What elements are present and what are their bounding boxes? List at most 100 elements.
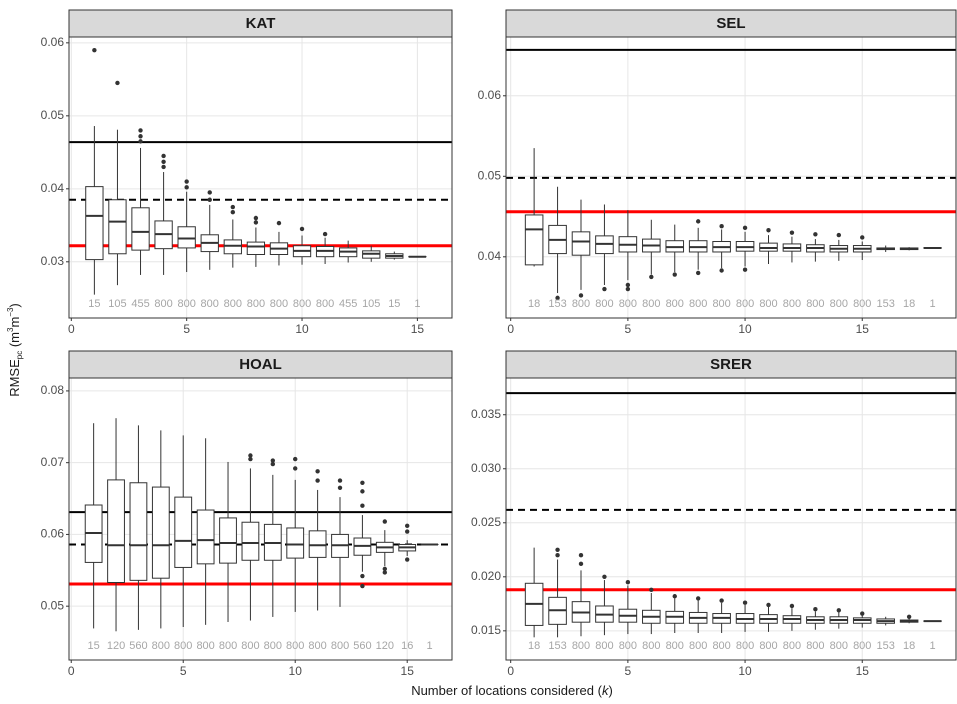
outlier	[322, 231, 328, 237]
count-label: 800	[270, 298, 288, 310]
y-tick-label: 0.04	[41, 181, 65, 195]
outlier	[337, 485, 343, 490]
y-tick-label: 0.07	[41, 455, 65, 469]
count-label: 800	[736, 298, 754, 310]
outlier	[207, 190, 212, 195]
count-label: 15	[88, 640, 100, 652]
outlier	[649, 587, 654, 592]
outlier	[742, 225, 748, 231]
outlier	[405, 523, 410, 529]
count-label: 18	[528, 298, 540, 310]
count-label: 800	[666, 640, 684, 652]
count-label: 800	[759, 640, 777, 652]
count-label: 18	[528, 640, 540, 652]
outlier	[315, 478, 320, 483]
outlier	[382, 570, 388, 575]
outlier	[860, 611, 865, 616]
count-label: 120	[376, 640, 394, 652]
panel	[69, 37, 452, 318]
outlier	[161, 159, 166, 165]
x-tick-label: 0	[68, 664, 75, 678]
count-label: 800	[759, 298, 777, 310]
count-label: 800	[666, 298, 684, 310]
y-tick-label: 0.025	[471, 515, 501, 529]
x-title-main: Number of locations considered (	[411, 683, 602, 698]
y-title-sub: pc	[15, 351, 24, 359]
outlier	[230, 209, 236, 215]
count-label: 1	[930, 640, 936, 652]
outlier	[360, 583, 365, 589]
count-label: 15	[88, 298, 100, 310]
outlier	[138, 128, 143, 133]
outlier	[555, 552, 560, 558]
outlier	[789, 230, 795, 235]
y-tick-label: 0.015	[471, 623, 501, 637]
count-label: 800	[736, 640, 754, 652]
count-label: 800	[642, 298, 660, 310]
box	[308, 530, 327, 558]
outlier	[695, 596, 701, 601]
box	[219, 517, 237, 564]
box	[174, 496, 193, 568]
outlier	[625, 286, 631, 292]
outlier	[836, 232, 842, 238]
y-tick-label: 0.03	[41, 254, 65, 268]
outlier	[695, 219, 701, 224]
strip	[68, 9, 453, 38]
outlier	[813, 607, 818, 612]
x-tick-label: 10	[738, 664, 752, 678]
count-label: 455	[131, 298, 149, 310]
outlier	[138, 139, 143, 144]
x-tick-label: 0	[507, 322, 514, 336]
outlier	[405, 529, 410, 534]
y-tick-label: 0.020	[471, 569, 501, 583]
count-label: 800	[830, 298, 848, 310]
count-label: 1	[427, 640, 433, 652]
outlier	[360, 480, 365, 485]
panel	[506, 37, 956, 318]
count-label: 800	[308, 640, 326, 652]
strip	[505, 350, 957, 379]
outlier	[115, 80, 120, 86]
outlier	[578, 561, 584, 567]
strip-title: SRER	[710, 356, 752, 373]
count-label: 800	[152, 640, 170, 652]
box	[196, 509, 215, 565]
y-tick-label: 0.05	[41, 108, 65, 122]
outlier	[906, 614, 912, 619]
outlier	[789, 603, 795, 609]
count-label: 800	[572, 298, 590, 310]
count-label: 800	[572, 640, 590, 652]
x-title-var: k	[602, 683, 610, 698]
x-axis-title: Number of locations considered (k)	[411, 683, 613, 698]
outlier	[270, 461, 276, 467]
x-tick-label: 15	[401, 664, 415, 678]
count-label: 1	[930, 298, 936, 310]
strip	[505, 9, 957, 38]
count-label: 800	[247, 298, 265, 310]
outlier	[672, 594, 677, 599]
box	[571, 231, 591, 256]
y-title-mid: m	[7, 317, 22, 328]
strip-title: KAT	[246, 15, 276, 32]
count-label: 800	[595, 640, 613, 652]
box	[108, 199, 127, 255]
y-tick-label: 0.06	[478, 88, 502, 102]
count-label: 800	[196, 640, 214, 652]
count-label: 153	[877, 640, 895, 652]
count-label: 153	[548, 298, 566, 310]
outlier	[719, 224, 724, 229]
box	[131, 207, 150, 251]
count-label: 800	[642, 640, 660, 652]
outlier	[719, 268, 724, 273]
count-label: 18	[903, 640, 915, 652]
outlier	[360, 573, 365, 579]
count-label: 15	[388, 298, 400, 310]
panel	[69, 378, 452, 660]
outlier	[578, 552, 584, 558]
count-label: 800	[219, 640, 237, 652]
x-tick-label: 5	[625, 322, 632, 336]
outlier	[270, 458, 276, 463]
outlier	[405, 557, 410, 562]
count-label: 800	[201, 298, 219, 310]
